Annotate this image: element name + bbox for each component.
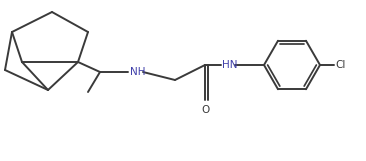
Text: Cl: Cl [335,60,346,70]
Text: O: O [202,105,210,115]
Text: NH: NH [130,67,146,77]
Text: HN: HN [222,60,238,70]
